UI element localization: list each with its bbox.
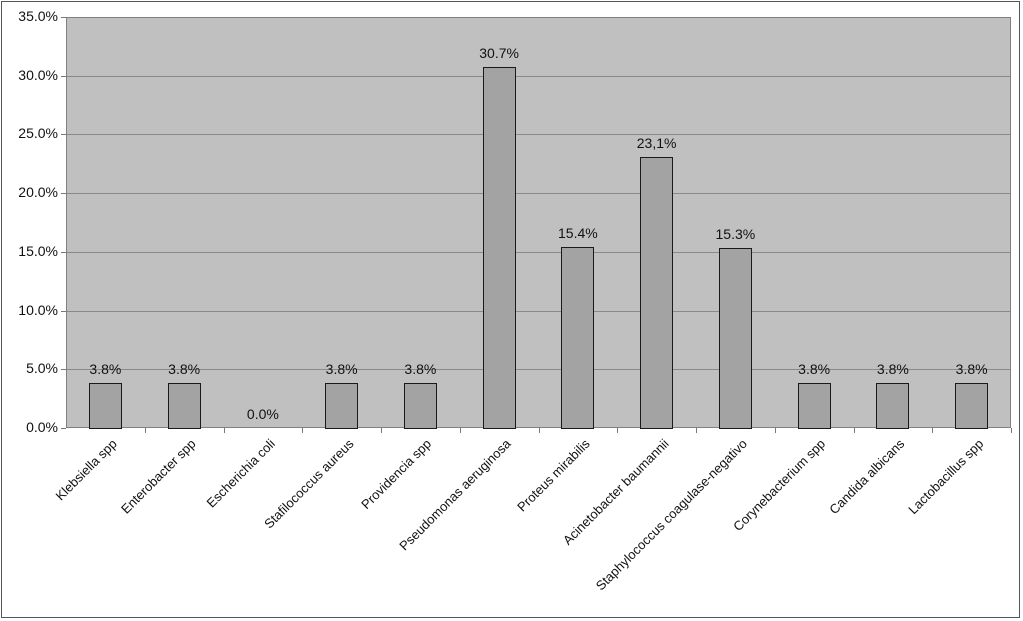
bar bbox=[167, 383, 201, 429]
bar bbox=[561, 247, 595, 429]
bar bbox=[403, 383, 437, 429]
y-tick-mark bbox=[61, 17, 66, 18]
x-tick-mark bbox=[302, 428, 304, 433]
x-tick-mark bbox=[538, 428, 540, 433]
bar bbox=[718, 248, 752, 429]
gridline bbox=[67, 251, 1010, 253]
bar bbox=[876, 383, 910, 429]
y-tick-mark bbox=[61, 251, 66, 253]
gridline bbox=[67, 369, 1010, 371]
bar bbox=[797, 383, 831, 429]
x-tick-mark bbox=[853, 428, 855, 433]
y-tick-mark bbox=[61, 75, 66, 77]
y-tick-label: 10.0% bbox=[18, 301, 58, 318]
y-tick-label: 15.0% bbox=[18, 242, 58, 259]
value-label: 3.8% bbox=[876, 361, 909, 378]
x-tick-mark bbox=[617, 428, 619, 433]
y-tick-label: 20.0% bbox=[18, 184, 58, 201]
bar bbox=[482, 67, 516, 429]
x-tick-mark bbox=[144, 428, 146, 433]
y-tick-mark bbox=[61, 310, 66, 312]
y-tick-label: 30.0% bbox=[18, 66, 58, 83]
bar bbox=[955, 383, 989, 429]
value-label: 30.7% bbox=[479, 45, 519, 62]
bar bbox=[325, 383, 359, 429]
y-tick-mark bbox=[61, 428, 66, 429]
gridline bbox=[67, 310, 1010, 312]
gridline bbox=[67, 193, 1010, 195]
x-tick-mark bbox=[459, 428, 461, 433]
value-label: 3.8% bbox=[89, 361, 122, 378]
plot-area bbox=[66, 17, 1011, 428]
gridline bbox=[67, 75, 1010, 77]
bar bbox=[640, 156, 674, 429]
value-label: 15.4% bbox=[558, 225, 598, 242]
y-tick-mark bbox=[61, 369, 66, 371]
gridline bbox=[67, 134, 1010, 136]
x-tick-mark bbox=[1011, 428, 1012, 433]
x-tick-mark bbox=[381, 428, 382, 433]
value-label: 3.8% bbox=[798, 361, 831, 378]
x-tick-mark bbox=[223, 428, 225, 433]
x-tick-mark bbox=[774, 428, 776, 433]
x-tick-mark bbox=[932, 428, 934, 433]
y-tick-mark bbox=[61, 193, 66, 195]
y-tick-label: 5.0% bbox=[26, 360, 58, 377]
bar bbox=[88, 383, 122, 429]
y-tick-label: 25.0% bbox=[18, 125, 58, 142]
value-label: 15.3% bbox=[715, 226, 756, 243]
value-label: 3.8% bbox=[404, 361, 437, 378]
y-tick-mark bbox=[61, 134, 66, 136]
y-tick-label: 0.0% bbox=[26, 419, 58, 435]
value-label: 0.0% bbox=[246, 406, 279, 422]
value-label: 3.8% bbox=[168, 361, 201, 378]
x-tick-mark bbox=[696, 428, 697, 433]
value-label: 3.8% bbox=[325, 361, 358, 378]
value-label: 23,1% bbox=[636, 134, 677, 151]
value-label: 3.8% bbox=[955, 361, 988, 378]
y-tick-label: 35.0% bbox=[18, 8, 58, 24]
